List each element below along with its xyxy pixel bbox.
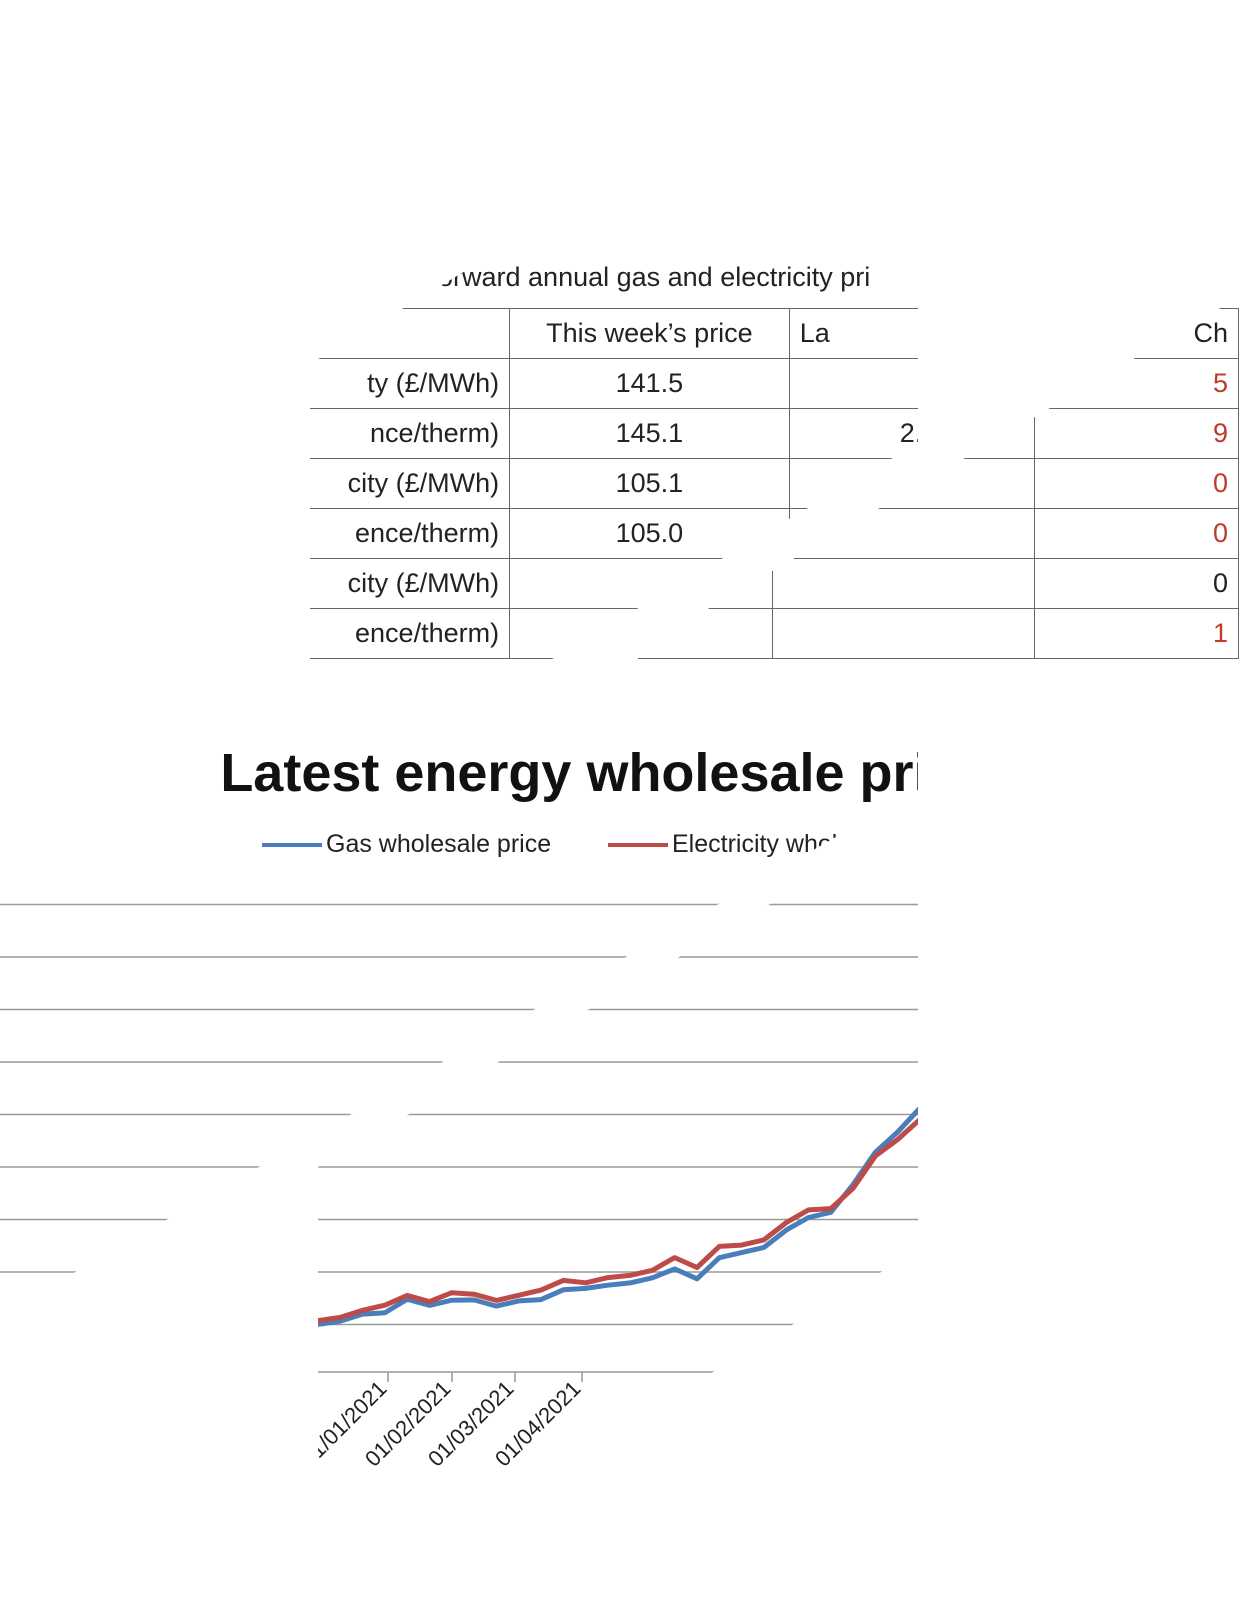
cell-label: ence/therm): [310, 608, 511, 659]
table-caption: orward annual gas and electricity pri: [438, 262, 871, 292]
header-cell: La: [788, 308, 918, 359]
cell-label: ence/therm): [310, 508, 511, 559]
table-header-row: This week’s price La: [310, 308, 918, 359]
cell-change: 0: [1033, 558, 1239, 609]
cell-change: 9: [1033, 408, 1239, 459]
table-row: 1: [638, 608, 1239, 659]
chart-title: Latest energy wholesale prices: [220, 743, 1019, 803]
cell-change: 0: [1033, 508, 1239, 559]
cell-label: city (£/MWh): [310, 458, 511, 509]
header-cell: [310, 308, 511, 359]
header-cell: Ch: [1033, 308, 1239, 359]
cell-label: city (£/MWh): [310, 558, 511, 609]
cell-change: 0: [1033, 458, 1239, 509]
legend-gas: Gas wholesale price: [262, 830, 551, 859]
header-cell: This week’s price: [509, 308, 790, 359]
table-row: nce/therm) 145.1 2.6: [310, 408, 918, 459]
cell-this-week: 105.1: [509, 458, 790, 509]
cell-this-week: 141.5: [509, 358, 790, 409]
cell-change: 1: [1033, 608, 1239, 659]
legend-electricity-swatch: [608, 843, 668, 848]
series-line-electricity: [318, 1117, 918, 1324]
cell-last-week: 2.6: [788, 408, 918, 459]
cell-change: 5: [1033, 358, 1239, 409]
legend-gas-swatch: [262, 843, 322, 848]
legend-gas-label: Gas wholesale price: [326, 830, 552, 858]
cell-last-week: [788, 358, 918, 409]
cell-label: nce/therm): [310, 408, 511, 459]
table-row: ty (£/MWh) 141.5: [310, 358, 918, 409]
cell-label: ty (£/MWh): [310, 358, 511, 409]
series-line-gas: [318, 1106, 918, 1327]
